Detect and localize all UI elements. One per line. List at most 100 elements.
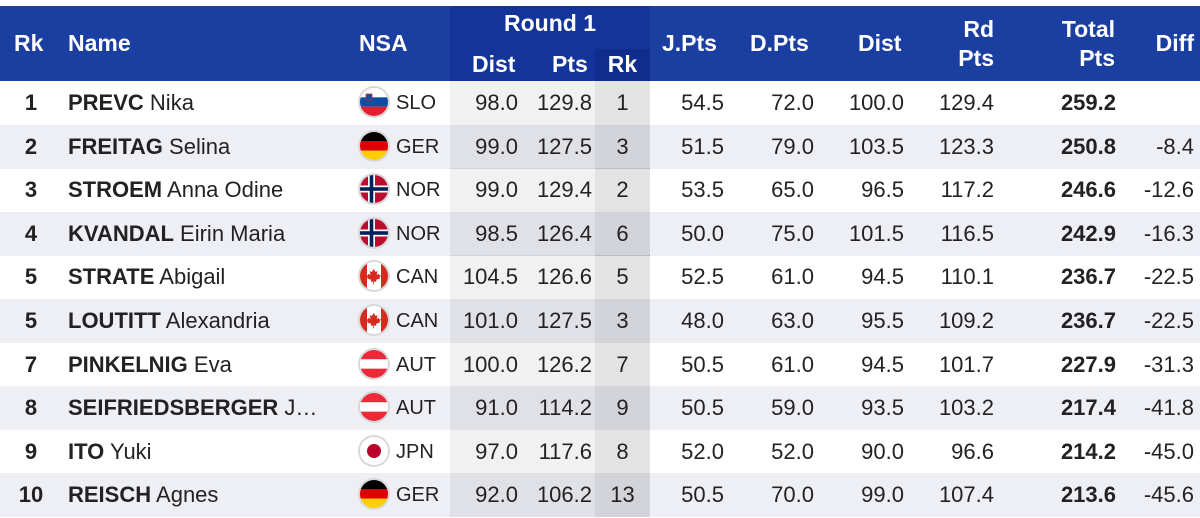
- dpts-cell: 61.0: [771, 264, 814, 290]
- total-pts-cell: 259.2: [1060, 90, 1116, 115]
- athlete-name[interactable]: REISCH Agnes: [68, 473, 350, 517]
- round-pts-cell: 117.6: [538, 438, 592, 464]
- round-pts-cell: 126.4: [536, 220, 592, 246]
- nsa-code: CAN: [396, 310, 439, 332]
- col-total-pts-header[interactable]: Pts: [1079, 45, 1115, 71]
- first-name: Nika: [149, 90, 194, 115]
- jpts-cell: 53.5: [681, 177, 724, 203]
- total-pts-cell: 246.6: [1060, 177, 1116, 203]
- last-name: STROEM: [68, 177, 163, 203]
- athlete-name[interactable]: ITO Yuki: [68, 430, 350, 474]
- round-dist-cell: 92.0: [475, 482, 518, 508]
- round-pts-cell: 129.4: [536, 177, 592, 203]
- diff-cell: -8.4: [1156, 133, 1194, 159]
- last-name: FREITAG: [68, 133, 163, 159]
- round-cell-bg: [450, 429, 595, 474]
- athlete-name[interactable]: STRATE Abigail: [68, 255, 350, 299]
- round-dist-cell: 101.0: [462, 308, 518, 333]
- dpts-cell: 61.0: [771, 351, 814, 377]
- rank-cell: 4: [24, 220, 38, 246]
- first-name: Selina: [169, 133, 231, 159]
- last-name: PREVC: [68, 90, 144, 115]
- round-pts-cell: 127.5: [536, 133, 592, 159]
- ger-flag-icon: [360, 480, 388, 509]
- athlete-name[interactable]: PREVC Nika: [68, 81, 350, 125]
- table-row[interactable]: 10 REISCH Agnes GER 92.0 106.2 13 50.5 70.0 99.0…: [0, 473, 1200, 518]
- round-rank-cell-bg: [595, 429, 650, 474]
- aut-flag-icon: [360, 349, 388, 378]
- col-round-rank-header[interactable]: Rk: [607, 51, 638, 77]
- dpts-cell: 75.0: [771, 220, 814, 246]
- table-row[interactable]: 7 PINKELNIG Eva AUT 100.0 126.2 7 50.5 61.0 94.5…: [0, 342, 1200, 387]
- table-row[interactable]: 2 FREITAG Selina GER 99.0 127.5 3 51.5 79.0 103.…: [0, 124, 1200, 169]
- round-rank-cell-bg: [595, 255, 650, 300]
- col-dist2-header[interactable]: Dist: [858, 30, 902, 56]
- table-row[interactable]: 1 PREVC Nika SLO 98.0 129.8 1 54.5 72.0 100.0 129…: [0, 81, 1200, 125]
- table-row[interactable]: 5 STRATE Abigail CAN 104.5 126.6 5 52.5 61.0 94.…: [0, 255, 1200, 300]
- round-rank-cell: 8: [616, 438, 629, 464]
- total-pts-cell: 236.7: [1060, 264, 1116, 290]
- col-diff-header[interactable]: Diff: [1155, 30, 1194, 56]
- athlete-name[interactable]: STROEM Anna Odine: [68, 168, 350, 212]
- col-rd-pts-header[interactable]: Pts: [958, 45, 994, 71]
- athlete-name[interactable]: KVANDAL Eirin Maria: [68, 212, 350, 256]
- round-1-header: Round 1: [504, 10, 596, 36]
- athlete-name[interactable]: FREITAG Selina: [68, 125, 350, 169]
- col-dist-header[interactable]: Dist: [472, 51, 516, 77]
- dist-cell: 101.5: [848, 220, 904, 246]
- round-cell-bg: [450, 386, 595, 431]
- table-row[interactable]: 4 KVANDAL Eirin Maria NOR 98.5 126.4 6 50.0 75.…: [0, 211, 1200, 256]
- col-dpts-header[interactable]: D.Pts: [750, 30, 809, 56]
- dist-cell: 103.5: [848, 133, 904, 159]
- athlete-name[interactable]: PINKELNIG Eva: [68, 343, 350, 387]
- col-rank-header[interactable]: Rk: [14, 30, 44, 56]
- last-name: SEIFRIEDSBERGER: [68, 395, 279, 421]
- diff-cell: -12.6: [1143, 177, 1194, 203]
- rd-pts-cell: 107.4: [938, 482, 994, 508]
- athlete-name[interactable]: LOUTITT Alexandria: [68, 299, 350, 343]
- dpts-cell: 59.0: [771, 395, 814, 421]
- rd-pts-cell: 116.5: [940, 220, 994, 246]
- round-cell-bg: [450, 168, 595, 213]
- nor-flag-icon: [360, 175, 388, 204]
- can-flag-icon: [360, 306, 388, 334]
- rank-cell: 7: [24, 351, 38, 377]
- round-cell-bg: [450, 124, 595, 169]
- dpts-cell: 79.0: [771, 133, 814, 159]
- last-name: KVANDAL: [68, 220, 174, 246]
- col-total-header[interactable]: Total: [1061, 16, 1115, 42]
- diff-cell: -16.3: [1143, 220, 1194, 246]
- diff-cell: -22.5: [1143, 308, 1194, 333]
- round-cell-bg: [450, 473, 595, 518]
- table-row[interactable]: 9 ITO Yuki JPN 97.0 117.6 8 52.0 52.0 90.0 96.6 21…: [0, 429, 1200, 474]
- round-pts-cell: 129.8: [536, 90, 592, 115]
- nor-flag-icon: [360, 218, 388, 247]
- last-name: ITO: [68, 438, 105, 464]
- table-row[interactable]: 8 SEIFRIEDSBERGER J… AUT 91.0 114.2 9 50.5 59.0…: [0, 386, 1200, 431]
- col-pts-header[interactable]: Pts: [552, 51, 588, 77]
- last-name: PINKELNIG: [68, 351, 188, 377]
- rank-cell: 5: [24, 264, 38, 290]
- round-pts-cell: 114.2: [538, 395, 592, 421]
- round-rank-cell: 13: [610, 482, 635, 508]
- athlete-name[interactable]: SEIFRIEDSBERGER J…: [68, 386, 350, 430]
- round-rank-header-bg: [595, 49, 650, 81]
- round-dist-cell: 98.5: [475, 220, 518, 246]
- rd-pts-cell: 117.2: [940, 177, 994, 203]
- round-pts-cell: 127.5: [536, 308, 592, 333]
- col-jpts-header[interactable]: J.Pts: [662, 30, 717, 56]
- col-rd-header[interactable]: Rd: [963, 16, 994, 42]
- nsa-code: CAN: [396, 266, 439, 289]
- table-row[interactable]: 3 STROEM Anna Odine NOR 99.0 129.4 2 53.5 65.0 9…: [0, 168, 1200, 213]
- total-pts-cell: 242.9: [1060, 220, 1116, 246]
- diff-cell: -45.0: [1143, 438, 1194, 464]
- dpts-cell: 72.0: [771, 90, 814, 115]
- table-row[interactable]: 5 LOUTITT Alexandria CAN 101.0 127.5 3 48.0 63.…: [0, 299, 1200, 343]
- round-cell-bg: [450, 255, 595, 300]
- col-name-header[interactable]: Name: [68, 30, 131, 56]
- col-nsa-header[interactable]: NSA: [359, 30, 408, 56]
- total-pts-cell: 236.7: [1060, 308, 1116, 333]
- rd-pts-cell: 110.1: [940, 264, 994, 290]
- dist-cell: 100.0: [848, 90, 904, 115]
- rank-cell: 8: [24, 395, 38, 421]
